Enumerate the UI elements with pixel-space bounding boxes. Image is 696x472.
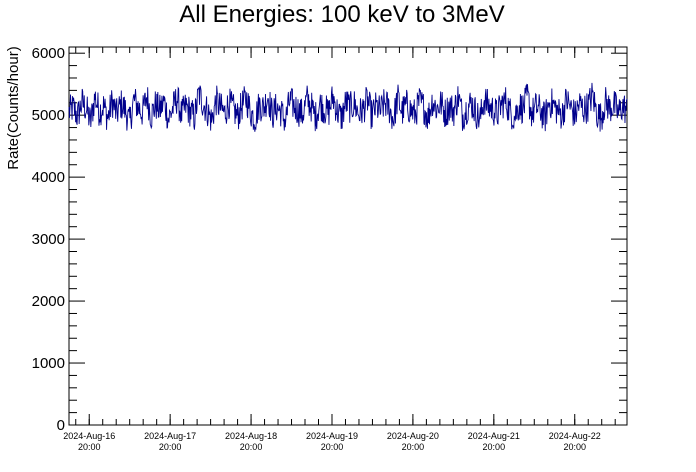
y-tick-label: 4000 bbox=[32, 169, 65, 186]
y-axis-label: Rate(Counts/hour) bbox=[5, 46, 22, 169]
x-tick-date-label: 2024-Aug-21 bbox=[468, 431, 520, 441]
x-tick-date-label: 2024-Aug-19 bbox=[306, 431, 358, 441]
x-tick-date-label: 2024-Aug-22 bbox=[549, 431, 601, 441]
y-tick-label: 3000 bbox=[32, 231, 65, 248]
x-tick-time-label: 20:00 bbox=[240, 442, 263, 452]
y-tick-label: 0 bbox=[57, 417, 65, 434]
x-tick-time-label: 20:00 bbox=[78, 442, 101, 452]
y-tick-label: 6000 bbox=[32, 45, 65, 62]
x-tick-date-label: 2024-Aug-18 bbox=[225, 431, 277, 441]
x-tick-date-label: 2024-Aug-17 bbox=[144, 431, 196, 441]
x-tick-time-label: 20:00 bbox=[563, 442, 586, 452]
x-tick-time-label: 20:00 bbox=[159, 442, 182, 452]
y-tick-label: 2000 bbox=[32, 293, 65, 310]
x-tick-time-label: 20:00 bbox=[402, 442, 425, 452]
x-tick-date-label: 2024-Aug-20 bbox=[387, 431, 439, 441]
chart-title: All Energies: 100 keV to 3MeV bbox=[179, 1, 505, 28]
plot-frame bbox=[68, 46, 628, 426]
x-tick-time-label: 20:00 bbox=[483, 442, 506, 452]
x-tick-time-label: 20:00 bbox=[321, 442, 344, 452]
series-line bbox=[68, 82, 628, 132]
x-tick-date-label: 2024-Aug-16 bbox=[63, 431, 115, 441]
y-tick-label: 5000 bbox=[32, 107, 65, 124]
plot-area: 01000200030004000500060002024-Aug-1620:0… bbox=[32, 45, 628, 452]
y-tick-label: 1000 bbox=[32, 355, 65, 372]
